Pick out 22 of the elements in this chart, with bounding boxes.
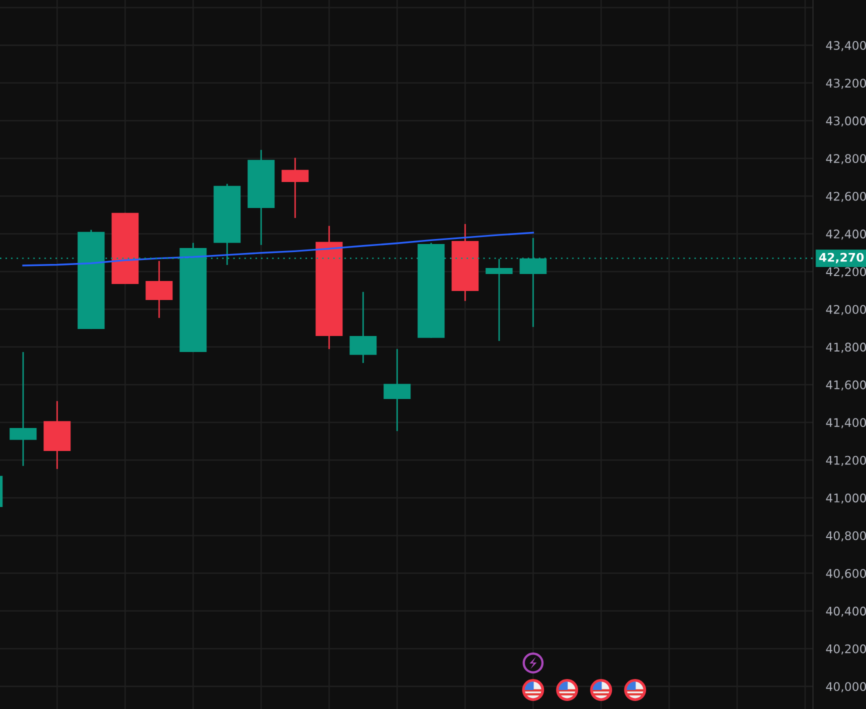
y-tick-label: 42,800 <box>826 154 866 164</box>
y-tick-label: 42,600 <box>826 192 866 202</box>
line-series <box>22 232 534 266</box>
y-tick-label: 40,400 <box>826 606 866 617</box>
y-tick-label: 40,000 <box>826 682 866 692</box>
y-tick-label: 42,200 <box>826 267 866 278</box>
y-tick-label: 43,000 <box>826 116 866 127</box>
y-tick-label: 41,600 <box>826 380 866 391</box>
y-tick-label: 43,400 <box>826 40 866 52</box>
y-tick-label: 41,800 <box>826 342 866 353</box>
y-tick-label: 40,600 <box>826 568 866 580</box>
candlestick <box>10 351 37 467</box>
y-tick-label: 40,800 <box>826 531 866 542</box>
y-tick-label: 41,000 <box>826 494 866 504</box>
y-tick-label: 42,000 <box>826 304 866 316</box>
y-tick-label: 41,400 <box>826 418 866 428</box>
y-tick-label: 42,400 <box>826 230 866 240</box>
ref-line-label: 42,270 <box>819 252 864 264</box>
y-tick-label: 43,200 <box>826 78 866 89</box>
candlestick <box>486 258 513 342</box>
y-tick-label: 40,200 <box>826 644 866 655</box>
y-tick-label: 41,200 <box>826 456 866 466</box>
